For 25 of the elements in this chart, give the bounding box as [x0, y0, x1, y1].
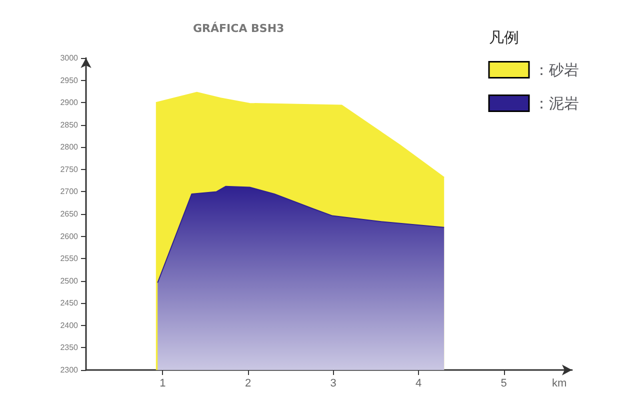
x-tick-label: 5	[500, 378, 507, 390]
chart-title: GRÁFICA BSH3	[193, 21, 284, 35]
x-tick-label: 2	[244, 378, 252, 390]
y-tick-label: 2450	[60, 298, 79, 308]
y-tick-label: 2800	[60, 142, 79, 152]
y-tick-label: 2850	[60, 120, 79, 130]
legend-label: ：泥岩	[534, 94, 579, 112]
y-tick-label: 2650	[60, 210, 79, 218]
x-axis-title: km	[552, 378, 567, 390]
y-tick-label: 2350	[60, 343, 79, 352]
y-tick-label: 3000	[60, 54, 79, 62]
legend-title: 凡例	[489, 28, 519, 46]
y-tick-label: 2400	[60, 320, 79, 330]
y-tick-label: 2700	[60, 187, 79, 196]
legend-label: ：砂岩	[534, 60, 579, 79]
x-tick-label: 3	[330, 378, 336, 390]
y-tick-label: 2900	[60, 98, 79, 108]
y-tick-label: 2300	[60, 366, 79, 374]
y-tick-label: 2500	[60, 276, 79, 286]
x-tick-label: 1	[160, 378, 166, 390]
y-tick-label: 2550	[60, 254, 79, 264]
x-tick-label: 4	[415, 378, 422, 390]
y-tick-label: 2950	[60, 76, 79, 85]
y-tick-label: 2750	[60, 164, 79, 174]
y-tick-label: 2600	[60, 232, 79, 241]
